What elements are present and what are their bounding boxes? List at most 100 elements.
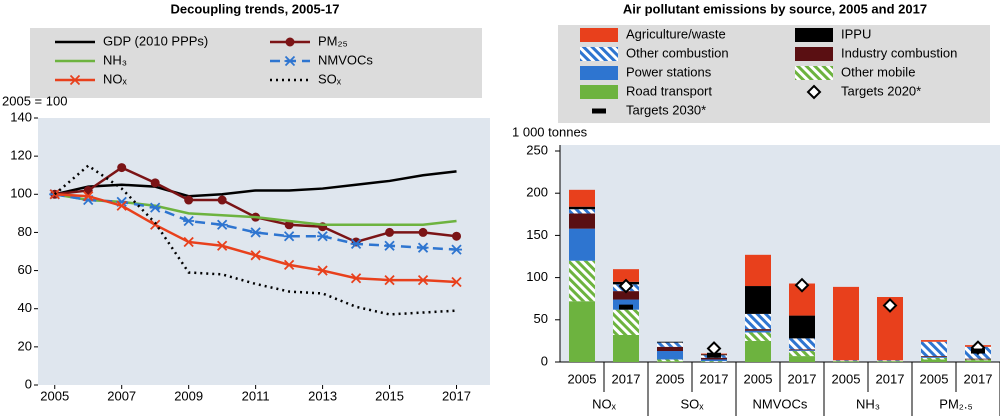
marker-shape — [385, 227, 395, 237]
bar-segment — [613, 299, 639, 310]
legend-label: Other mobile — [841, 64, 915, 79]
legend-box — [558, 25, 990, 123]
line-marker — [217, 195, 227, 205]
y-tick-label: 50 — [534, 311, 548, 326]
marker-shape — [83, 185, 93, 195]
marker-shape — [283, 259, 295, 270]
legend-label: PM₂₅ — [318, 33, 348, 48]
marker-shape — [184, 195, 194, 205]
bar-segment — [657, 342, 683, 347]
bar-segment — [833, 361, 859, 362]
y-tick-label: 20 — [18, 338, 32, 353]
y-tick-label: 120 — [10, 148, 32, 163]
plot-area — [38, 118, 490, 385]
line-marker — [216, 219, 228, 230]
marker-shape — [150, 219, 161, 230]
legend-label: GDP (2010 PPPs) — [103, 33, 208, 48]
marker-shape — [250, 250, 261, 261]
line-marker — [183, 215, 195, 227]
legend-label: Industry combustion — [841, 45, 957, 60]
line-marker — [418, 227, 428, 237]
line-marker — [350, 238, 362, 250]
line-marker — [385, 227, 395, 237]
marker-shape — [317, 265, 328, 276]
legend-label: IPPU — [841, 26, 871, 41]
line-series — [54, 170, 457, 198]
y-axis-label: 2005 = 100 — [2, 93, 67, 108]
bar-segment — [789, 351, 815, 357]
bar-segment — [569, 206, 595, 210]
bar-segment — [745, 313, 771, 330]
bar-segment — [657, 361, 683, 362]
legend-label: NOₓ — [103, 71, 128, 86]
marker-shape — [285, 37, 295, 47]
bar-segment — [921, 359, 947, 362]
x-tick-label: 2005 — [832, 371, 861, 386]
bar-segment — [569, 228, 595, 261]
x-tick-label: 2005 — [920, 371, 949, 386]
legend-marker — [69, 74, 81, 86]
legend-label: Targets 2030* — [626, 102, 706, 117]
bar-segment — [745, 332, 771, 341]
bar-segment — [789, 356, 815, 362]
group-label: NMVOCs — [753, 396, 808, 411]
marker-shape — [452, 231, 462, 241]
marker-shape — [117, 163, 127, 173]
target-marker — [619, 304, 633, 310]
bar-segment — [701, 357, 727, 360]
y-tick-label: 150 — [526, 227, 548, 242]
legend-label: Other combustion — [626, 45, 729, 60]
x-tick-label: 2005 — [568, 371, 597, 386]
x-tick-label: 2005 — [40, 388, 69, 403]
marker-shape — [217, 195, 227, 205]
y-tick-label: 200 — [526, 185, 548, 200]
bar-segment — [877, 361, 903, 362]
x-tick-label: 2007 — [107, 388, 136, 403]
x-tick-label: 2017 — [964, 371, 993, 386]
marker-shape — [794, 277, 810, 293]
bar-segment — [965, 359, 991, 361]
marker-shape — [806, 84, 822, 100]
y-tick-label: 60 — [18, 262, 32, 277]
legend-label: NH₃ — [103, 52, 127, 67]
x-tick-label: 2017 — [788, 371, 817, 386]
line-marker — [250, 250, 261, 261]
marker-shape — [384, 274, 395, 286]
marker-shape — [618, 278, 634, 294]
bar-segment — [613, 309, 639, 335]
legend-swatch — [580, 66, 618, 80]
y-tick-label: 0 — [541, 353, 548, 368]
bar-segment — [613, 291, 639, 300]
legend-label: Agriculture/waste — [626, 26, 726, 41]
marker-shape — [150, 178, 160, 188]
bar-segment — [921, 356, 947, 358]
line-marker — [451, 244, 463, 255]
marker-shape — [882, 298, 898, 313]
bar-segment — [745, 340, 771, 362]
y-tick-label: 250 — [526, 142, 548, 157]
line-marker — [350, 273, 362, 284]
marker-shape — [451, 276, 462, 288]
line-marker — [217, 240, 228, 251]
y-tick-label: 40 — [18, 300, 32, 315]
x-tick-label: 2017 — [612, 371, 641, 386]
legend-swatch — [795, 66, 833, 80]
legend-label: Targets 2020* — [841, 83, 921, 98]
bar-segment — [965, 358, 991, 360]
bar-segment — [789, 350, 815, 352]
marker-shape — [350, 273, 362, 284]
bar-segment — [833, 286, 859, 361]
target-marker — [882, 298, 898, 313]
chart-title: Air pollutant emissions by source, 2005 … — [623, 1, 927, 16]
legend-swatch — [795, 47, 833, 61]
x-tick-label: 2017 — [700, 371, 729, 386]
x-tick-label: 2005 — [744, 371, 773, 386]
line-marker — [250, 227, 262, 238]
line-marker — [149, 202, 161, 213]
target-marker — [794, 277, 810, 293]
bar-segment — [745, 330, 771, 333]
marker-shape — [971, 348, 985, 354]
legend-marker — [806, 84, 822, 100]
x-tick-label: 2011 — [242, 388, 270, 403]
